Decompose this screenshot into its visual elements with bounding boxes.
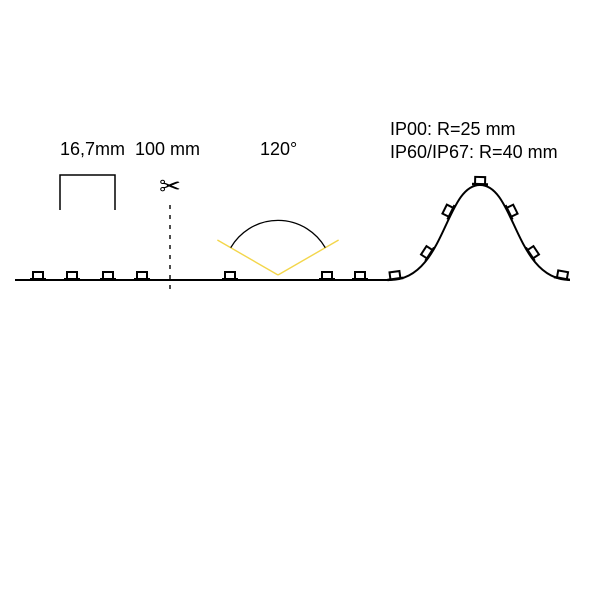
strip-bend <box>390 185 570 280</box>
led-node <box>134 272 150 281</box>
led-node <box>100 272 116 281</box>
led-node <box>419 244 435 262</box>
label-led-pitch: 16,7mm <box>60 139 125 159</box>
label-cutting-length: 100 mm <box>135 139 200 159</box>
led-node <box>30 272 46 281</box>
label-beam-angle: 120° <box>260 139 297 159</box>
led-node <box>222 272 238 281</box>
led-node <box>352 272 368 281</box>
beam-ray-right <box>278 240 339 275</box>
dimension-bracket <box>60 175 115 210</box>
led-node <box>387 271 404 282</box>
scissors-icon: ✂ <box>159 171 181 201</box>
label-bend-radius-1: IP00: R=25 mm <box>390 119 516 139</box>
label-bend-radius-2: IP60/IP67: R=40 mm <box>390 142 558 162</box>
led-node <box>472 177 488 186</box>
led-node <box>319 272 335 281</box>
beam-arc <box>231 220 326 247</box>
led-node <box>525 244 541 262</box>
beam-ray-left <box>217 240 278 275</box>
led-node <box>554 270 571 281</box>
led-strip-diagram: 16,7mm 100 mm 120° IP00: R=25 mm IP60/IP… <box>0 0 600 600</box>
led-nodes <box>30 177 571 281</box>
led-node <box>64 272 80 281</box>
